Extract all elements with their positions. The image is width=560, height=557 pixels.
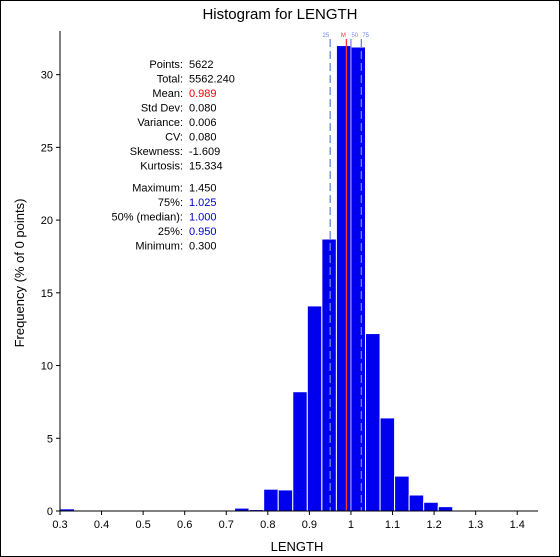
y-tick-label: 15 xyxy=(41,288,53,300)
stat-value: 0.006 xyxy=(189,117,217,129)
stat-value: 0.989 xyxy=(189,88,217,100)
x-tick-label: 0.5 xyxy=(135,519,150,531)
x-tick-label: 0.7 xyxy=(219,519,234,531)
x-tick-label: 1.2 xyxy=(426,519,441,531)
histogram-bar xyxy=(350,46,367,512)
ref-line-label: 50 xyxy=(351,33,358,39)
histogram-bar xyxy=(394,475,410,512)
y-tick-label: 25 xyxy=(41,142,53,154)
stat-label: Skewness: xyxy=(130,146,183,158)
stat-value: 1.025 xyxy=(189,197,217,209)
histogram-bar xyxy=(292,391,308,512)
stat-value: -1.609 xyxy=(189,146,220,158)
stat-label: Std Dev: xyxy=(141,103,183,115)
stat-label: Points: xyxy=(149,59,183,71)
stat-value: 5622 xyxy=(189,59,213,71)
x-tick-label: 1.1 xyxy=(385,519,400,531)
axes: 0.3 0.4 0.5 0.6 0.7 0.8 0.9 1 1.1 1.2 1.3 1.4 0 5 10 15… xyxy=(41,31,538,531)
stat-value: 0.950 xyxy=(189,226,217,238)
histogram-bar xyxy=(277,489,294,512)
ref-line-label: 75 xyxy=(362,33,369,39)
histogram-bar xyxy=(335,45,352,512)
y-tick-label: 30 xyxy=(41,70,53,82)
stat-value: 0.080 xyxy=(189,132,217,144)
ref-line-label: M xyxy=(341,33,346,39)
x-tick-label: 0.9 xyxy=(302,519,317,531)
reference-lines: 25 M 50 75 xyxy=(322,33,370,511)
histogram-bar xyxy=(306,305,323,512)
stat-label: 25%: xyxy=(158,226,183,238)
histogram-bar xyxy=(263,488,279,512)
x-tick-label: 0.8 xyxy=(260,519,275,531)
histogram-bar xyxy=(379,417,396,512)
x-tick-label: 1.3 xyxy=(468,519,483,531)
ref-line-label: 25 xyxy=(322,33,329,39)
x-tick-label: 0.3 xyxy=(52,519,67,531)
stat-label: CV: xyxy=(165,132,183,144)
stat-value: 1.000 xyxy=(189,212,217,224)
stat-label: Mean: xyxy=(152,88,183,100)
x-tick-label: 1 xyxy=(348,519,354,531)
stat-label: Variance: xyxy=(137,117,183,129)
histogram-bar xyxy=(408,494,425,512)
histogram-bar xyxy=(423,501,439,512)
statistics-panel: Points: 5622 Total: 5562.240 Mean: 0.989 Std D… xyxy=(111,59,234,253)
chart-title: Histogram for LENGTH xyxy=(202,6,357,23)
x-tick-label: 0.6 xyxy=(177,519,192,531)
stat-value: 0.080 xyxy=(189,103,217,115)
stat-value: 5562.240 xyxy=(189,74,235,86)
y-tick-label: 5 xyxy=(47,433,53,445)
stat-label: Maximum: xyxy=(132,183,183,195)
stat-value: 15.334 xyxy=(189,161,223,173)
stat-label: Minimum: xyxy=(135,241,183,253)
stat-label: 50% (median): xyxy=(111,212,183,224)
y-tick-label: 10 xyxy=(41,361,53,373)
y-tick-label: 0 xyxy=(47,506,53,518)
histogram-bar xyxy=(437,506,454,512)
stat-value: 1.450 xyxy=(189,183,217,195)
stat-label: Kurtosis: xyxy=(140,161,183,173)
histogram-bar xyxy=(365,333,381,512)
y-axis-label: Frequency (% of 0 points) xyxy=(12,199,27,348)
stat-label: 75%: xyxy=(158,197,183,209)
histogram-bar xyxy=(321,238,337,512)
x-tick-label: 0.4 xyxy=(94,519,109,531)
x-tick-label: 1.4 xyxy=(510,519,525,531)
y-tick-label: 20 xyxy=(41,215,53,227)
stat-label: Total: xyxy=(157,74,183,86)
x-axis-label: LENGTH xyxy=(271,539,324,554)
stat-value: 0.300 xyxy=(189,241,217,253)
histogram-bars xyxy=(59,45,541,512)
